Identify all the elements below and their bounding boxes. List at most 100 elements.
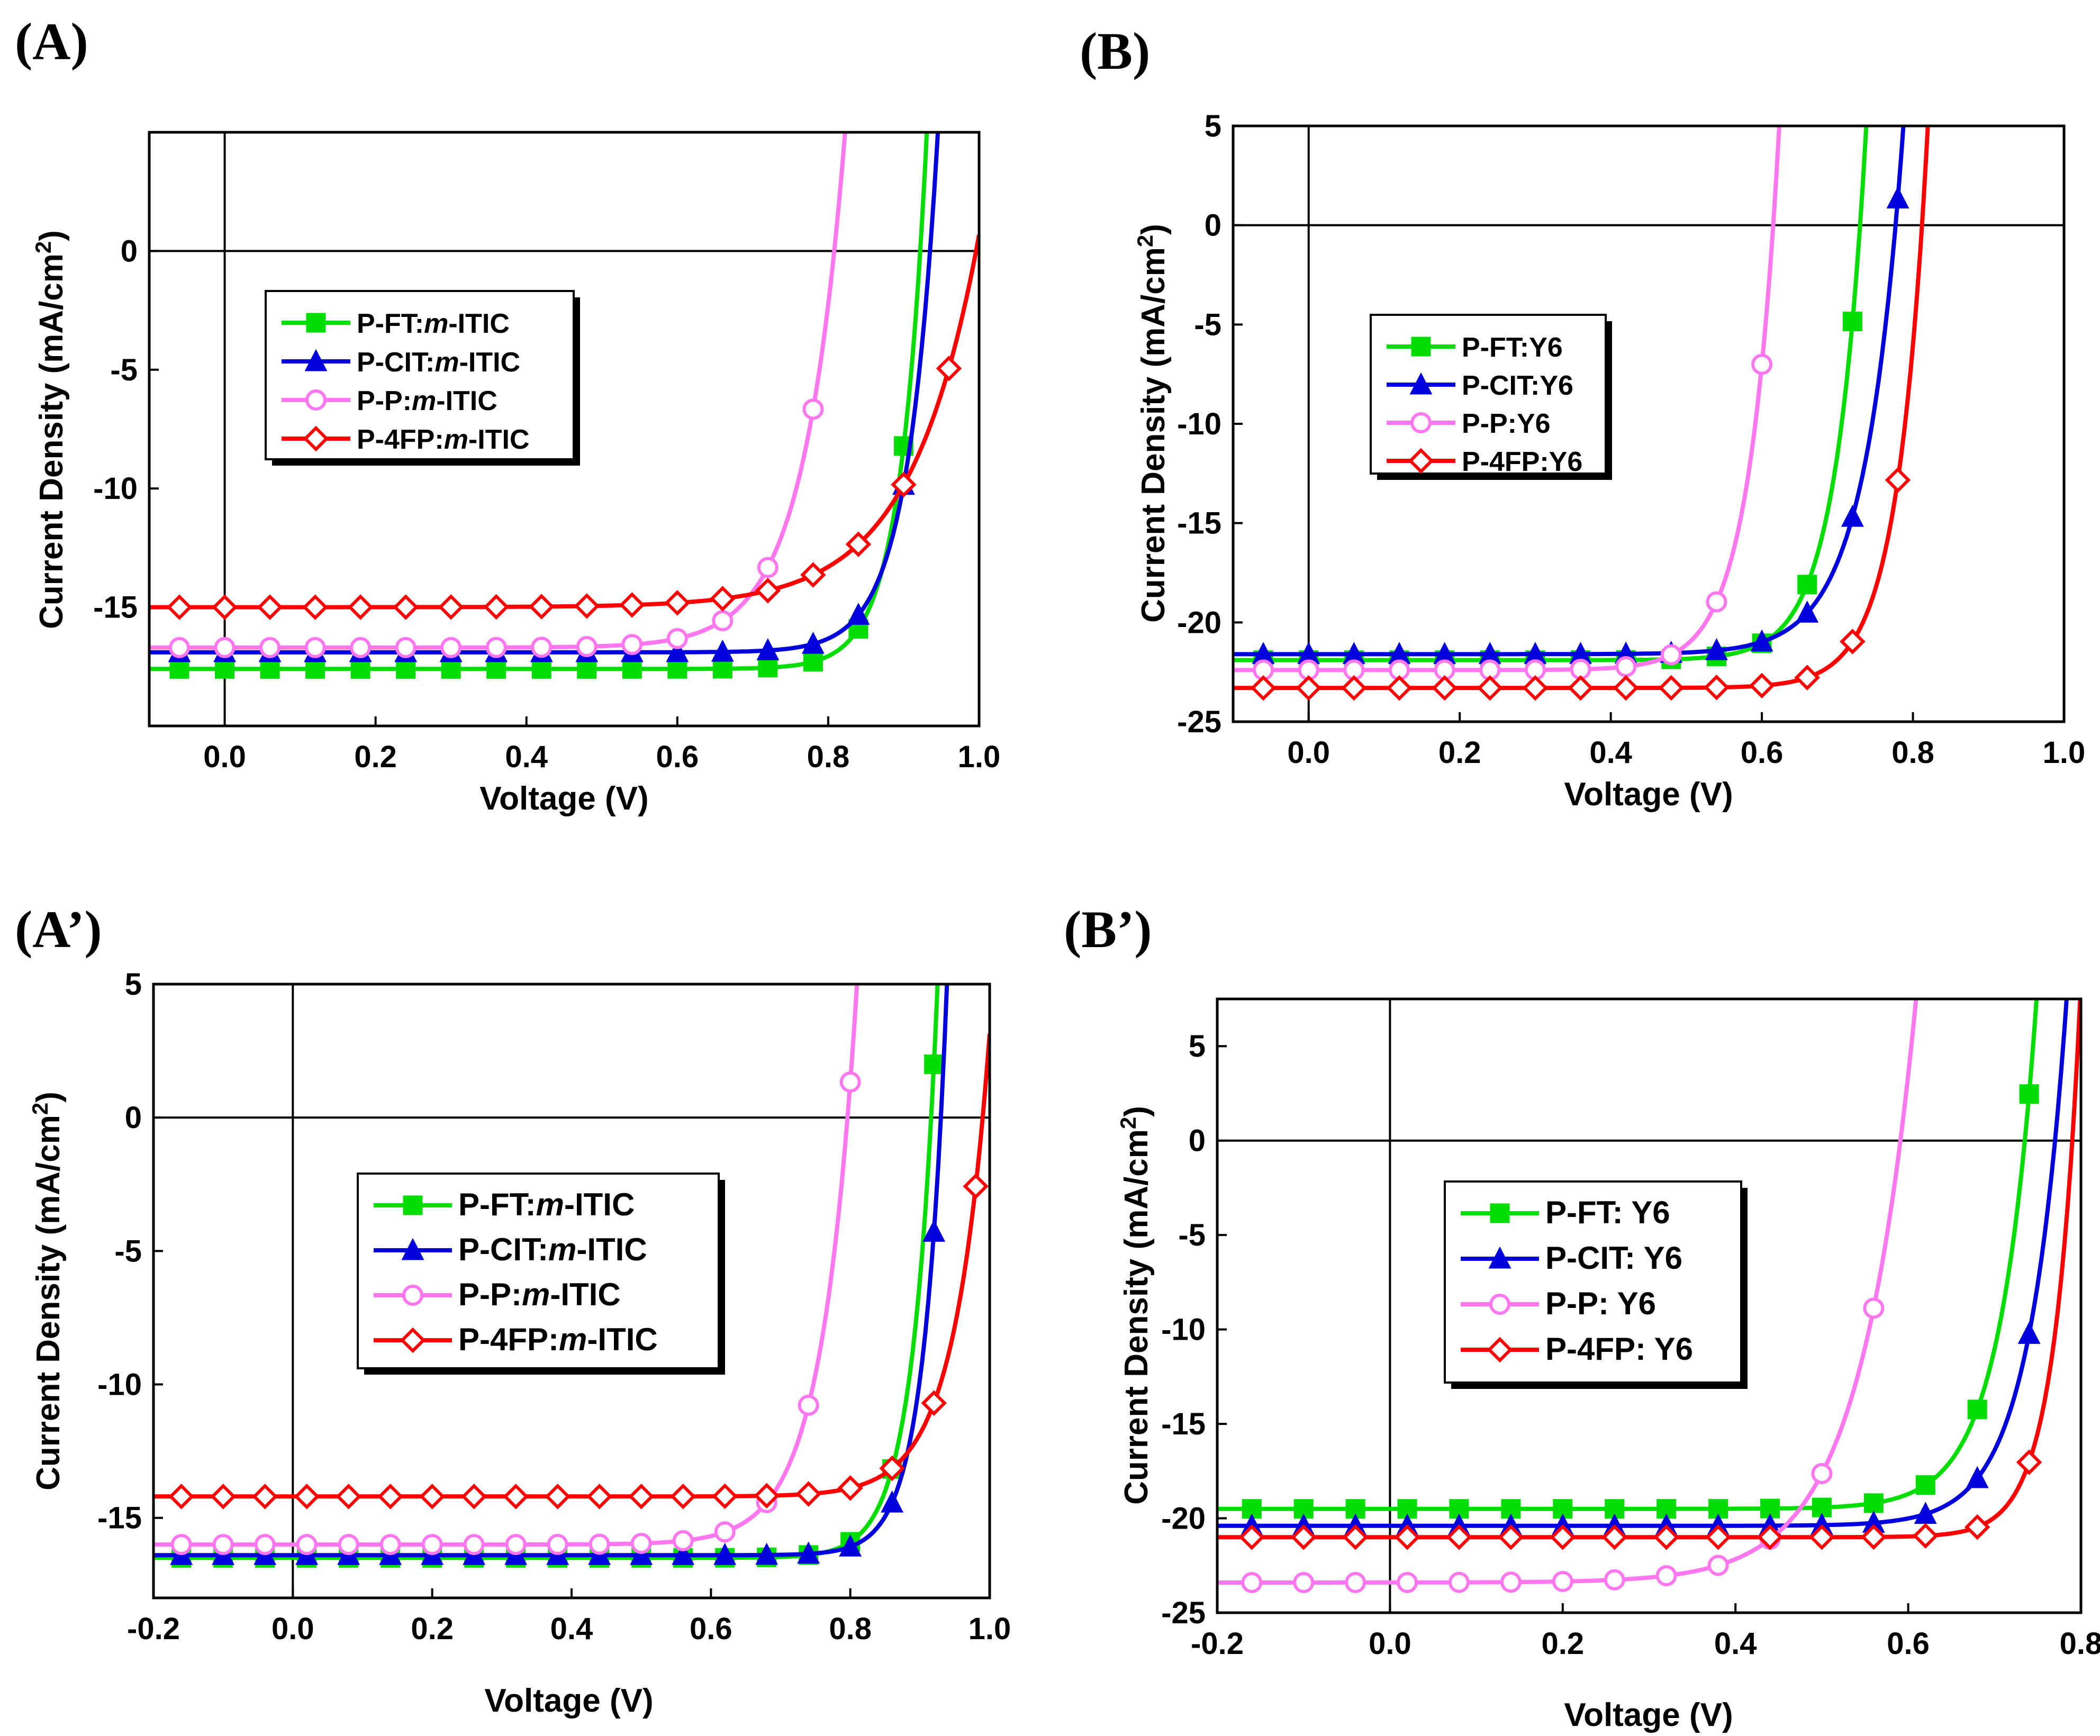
data-point — [1966, 1466, 1989, 1488]
data-point — [419, 1484, 445, 1510]
data-point — [1604, 1569, 1625, 1590]
y-tick-label: -10 — [1177, 407, 1221, 441]
y-tick-label: -5 — [1178, 1218, 1206, 1252]
x-tick-label: 0.0 — [1369, 1626, 1411, 1661]
x-tick-label: -0.2 — [1191, 1626, 1244, 1661]
x-tick-label: 0.4 — [1714, 1626, 1757, 1661]
data-point — [438, 594, 464, 620]
x-axis-title: Voltage (V) — [479, 780, 648, 817]
data-point — [803, 652, 823, 672]
data-point — [754, 1483, 780, 1509]
data-point — [257, 594, 283, 620]
data-point — [1601, 1524, 1627, 1550]
data-point — [1550, 1524, 1576, 1550]
data-point — [1568, 675, 1594, 701]
data-point — [350, 659, 370, 679]
data-point — [1912, 1523, 1939, 1549]
data-point — [545, 1484, 571, 1510]
panel-label: (B) — [1080, 22, 1150, 80]
x-tick-label: 0.8 — [1891, 735, 1934, 770]
data-point — [377, 1484, 403, 1510]
data-point — [396, 659, 416, 679]
data-point — [712, 1483, 738, 1510]
data-point — [531, 659, 551, 679]
data-point — [1915, 1475, 1935, 1495]
y-tick-label: -10 — [1161, 1313, 1206, 1347]
data-point — [1345, 1571, 1366, 1593]
data-point — [667, 659, 687, 679]
y-tick-label: -20 — [1161, 1502, 1206, 1536]
y-tick-label: 5 — [1189, 1029, 1206, 1064]
data-point — [1840, 629, 1866, 655]
data-point — [757, 557, 779, 578]
data-point — [1239, 1524, 1265, 1550]
series-group — [1217, 999, 2081, 1593]
data-point — [801, 631, 825, 654]
data-point — [169, 659, 189, 679]
data-point — [1498, 1524, 1524, 1550]
x-tick-label: 0.0 — [1287, 735, 1330, 770]
data-point — [1863, 1493, 1884, 1513]
data-point — [2017, 1322, 2041, 1344]
data-point — [1705, 1524, 1731, 1550]
legend-marker — [1489, 1294, 1510, 1315]
legend-label: P-4FP: Y6 — [1545, 1331, 1693, 1367]
legend-label: P-4FP:m-ITIC — [357, 424, 529, 455]
x-tick-label: 0.4 — [550, 1612, 593, 1646]
data-point — [839, 1071, 861, 1093]
legend-marker — [1411, 337, 1431, 357]
data-point — [1613, 675, 1639, 701]
data-point — [666, 640, 689, 662]
data-point — [296, 1534, 318, 1556]
data-point — [166, 594, 193, 620]
data-point — [393, 594, 419, 620]
data-point — [574, 593, 600, 619]
x-tick-label: 0.8 — [2060, 1626, 2100, 1661]
data-point — [169, 637, 191, 658]
data-point — [1751, 353, 1773, 375]
data-point — [305, 659, 325, 679]
data-point — [1397, 1571, 1418, 1593]
x-tick-label: 0.6 — [1741, 735, 1784, 770]
data-point — [1342, 1524, 1369, 1550]
legend: P-FT:m-ITIC P-CIT:m-ITIC P-P:m-ITIC P-4FP:m… — [265, 290, 580, 466]
legend-marker — [306, 313, 326, 333]
data-point — [1706, 591, 1727, 613]
data-point — [304, 637, 326, 658]
data-point — [1432, 675, 1458, 701]
data-point — [664, 590, 691, 616]
x-tick-label: 0.8 — [807, 740, 850, 774]
data-point — [1797, 575, 1817, 595]
data-point — [440, 637, 462, 658]
series-line-2 — [149, 132, 940, 655]
x-tick-label: 1.0 — [958, 740, 1001, 774]
data-point — [1809, 1524, 1835, 1550]
legend-label: P-FT: Y6 — [1545, 1195, 1670, 1230]
panel-a-prime: (A’) -0.2 0.0 0.2 0.4 0.6 0.8 1.0 5 0 -5 -10 -15 Volt… — [15, 900, 1011, 1719]
data-point — [1812, 1497, 1832, 1517]
data-point — [622, 659, 642, 679]
series-line-4 — [1233, 126, 1930, 690]
y-tick-label: 0 — [121, 234, 138, 268]
data-point — [589, 1533, 610, 1555]
data-point — [395, 637, 417, 658]
x-tick-label: 0.2 — [1541, 1626, 1584, 1661]
data-point — [1290, 1524, 1317, 1550]
data-point — [1811, 1463, 1833, 1485]
legend-marker — [304, 349, 328, 371]
legend-marker — [1409, 372, 1433, 395]
data-point — [1477, 675, 1503, 701]
data-point — [800, 562, 826, 588]
legend-marker — [305, 389, 327, 411]
data-point — [1615, 656, 1637, 677]
data-point — [531, 637, 553, 658]
data-point — [252, 1484, 278, 1510]
data-point — [1841, 504, 1864, 527]
y-tick-label: -15 — [1161, 1407, 1206, 1441]
data-point — [936, 356, 962, 381]
x-tick-label: 0.2 — [411, 1612, 454, 1646]
y-axis-title: Current Density (mA/cm2) — [28, 1092, 67, 1490]
legend-label: P-CIT:m-ITIC — [357, 347, 520, 378]
data-point — [210, 1484, 236, 1510]
